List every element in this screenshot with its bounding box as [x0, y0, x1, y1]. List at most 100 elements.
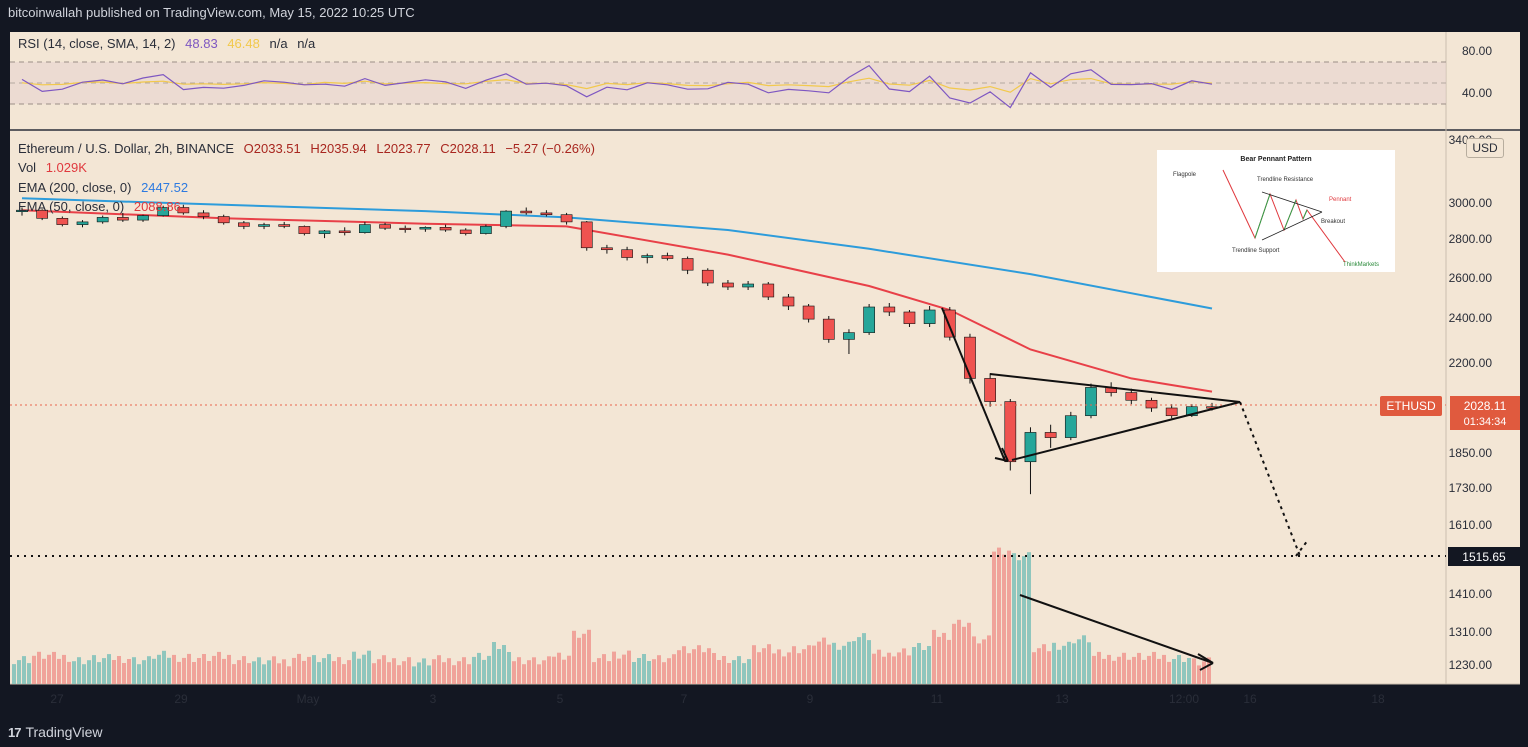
volume-bar: [207, 661, 211, 684]
volume-bar: [167, 657, 171, 684]
price-tag-value: 2028.11: [1464, 399, 1507, 413]
time-tick-label: May: [297, 692, 320, 706]
candle-body: [1165, 407, 1178, 417]
volume-bar: [812, 645, 816, 684]
volume-bar: [932, 629, 936, 684]
candle-body: [621, 249, 633, 258]
breakout-projection: [1295, 539, 1309, 557]
time-tick-label: 5: [557, 692, 564, 706]
chart-canvas[interactable]: 3400.003000.002800.002600.002400.002200.…: [0, 26, 1528, 716]
volume-bar: [622, 654, 626, 684]
volume-bar: [667, 658, 671, 684]
volume-bar: [317, 662, 321, 684]
volume-bar: [982, 639, 986, 684]
volume-bar: [912, 647, 916, 684]
volume-bar: [1082, 635, 1086, 684]
volume-bar: [152, 658, 156, 684]
publisher-text: bitcoinwallah published on TradingView.c…: [8, 5, 415, 20]
candle-body: [863, 306, 875, 333]
volume-bar: [337, 657, 341, 684]
symbol-name: Ethereum / U.S. Dollar, 2h, BINANCE: [18, 141, 235, 156]
candle-body: [661, 255, 674, 259]
volume-bar: [202, 654, 206, 684]
volume-bar: [752, 645, 756, 684]
candle-body: [843, 332, 855, 340]
volume-bar: [717, 660, 721, 684]
currency-button[interactable]: USD: [1466, 138, 1504, 158]
volume-bar: [307, 656, 311, 684]
volume-bar: [477, 652, 481, 684]
volume-bar: [662, 662, 666, 684]
volume-bar: [1177, 655, 1181, 684]
volume-bar: [482, 659, 486, 684]
candle-body: [762, 283, 775, 298]
volume-bar: [457, 661, 461, 684]
volume-bar: [742, 663, 746, 684]
volume-bar: [657, 655, 661, 684]
candle-body: [540, 212, 553, 215]
volume-bar: [472, 656, 476, 684]
tradingview-logo[interactable]: 17 TradingView: [8, 724, 103, 740]
ema200-value: 2447.52: [141, 180, 189, 195]
candles: [16, 204, 1218, 495]
volume-bar: [572, 630, 576, 684]
plot-area: [10, 32, 1446, 684]
volume-bar: [117, 656, 121, 684]
ema200-legend: EMA (200, close, 0) 2447.52: [18, 180, 188, 195]
volume-bar: [402, 661, 406, 684]
volume-bar: [882, 656, 886, 684]
volume-bar: [362, 654, 366, 684]
candle-body: [802, 305, 815, 320]
volume-bar: [642, 654, 646, 684]
volume-bar: [382, 655, 386, 684]
volume-bar: [1162, 654, 1166, 684]
volume-arrow: [1019, 594, 1214, 664]
rsi-value: 48.83: [185, 36, 218, 51]
candle-body: [56, 218, 69, 225]
volume-bar: [452, 665, 456, 684]
volume-bar: [827, 644, 831, 684]
volume-bar: [1112, 660, 1116, 684]
volume-bar: [727, 663, 731, 684]
volume-bar: [562, 659, 566, 684]
volume-bar: [712, 653, 716, 684]
volume-arrowhead: [1199, 662, 1214, 671]
volume-bar: [242, 656, 246, 684]
volume-bar: [962, 626, 966, 684]
time-tick-label: 11: [931, 692, 944, 706]
volume-bar: [1152, 651, 1156, 684]
volume-bar: [1192, 658, 1196, 684]
candle-body: [480, 226, 492, 234]
candle-body: [439, 227, 452, 231]
price-tick-label: 1610.00: [1449, 518, 1493, 532]
volume-bar: [902, 648, 906, 684]
volume-bar: [217, 651, 221, 684]
volume-bar: [927, 646, 931, 684]
candle-body: [238, 222, 250, 227]
time-tick-label: 18: [1371, 692, 1385, 706]
volume-bar: [602, 654, 606, 684]
volume-bar: [647, 661, 651, 684]
candle-body: [1085, 387, 1097, 417]
volume-bar: [632, 662, 636, 684]
candle-body: [137, 215, 149, 221]
volume-bar: [942, 632, 946, 684]
volume-bar: [1122, 652, 1126, 684]
target-tag-value: 1515.65: [1462, 550, 1506, 564]
price-tag: [1450, 396, 1520, 430]
candle-body: [318, 230, 331, 234]
volume-bar: [1052, 642, 1056, 684]
volume-bar: [292, 657, 296, 684]
volume-bar: [122, 663, 126, 684]
volume-bar: [692, 649, 696, 684]
volume-bar: [1062, 645, 1066, 684]
candle-body: [338, 230, 351, 233]
ema50-value: 2088.86: [133, 199, 181, 214]
volume-bar: [807, 645, 811, 684]
volume-bar: [272, 656, 276, 684]
volume-bar: [62, 654, 66, 684]
volume-bar: [1057, 649, 1061, 684]
publisher-header: bitcoinwallah published on TradingView.c…: [0, 0, 1528, 26]
volume-bar: [832, 642, 836, 684]
volume-bar: [507, 652, 511, 684]
